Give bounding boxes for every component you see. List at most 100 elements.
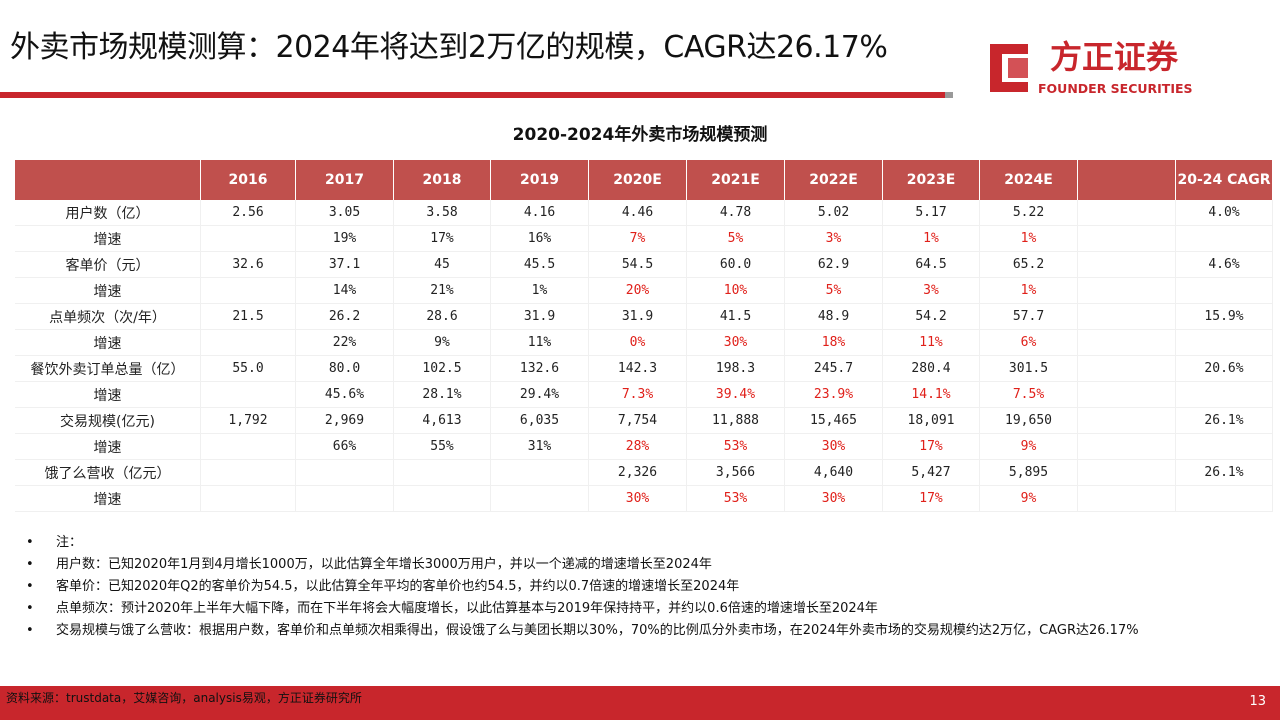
- cell: 54.2: [882, 303, 980, 330]
- cell: [1077, 200, 1176, 226]
- table-row: 交易规模(亿元) 1,792 2,969 4,613 6,035 7,754 11,888 1…: [15, 407, 1273, 434]
- cell: [1175, 433, 1273, 460]
- cell: [1077, 459, 1176, 486]
- cell: 4,640: [784, 459, 883, 486]
- logo-sub: FOUNDER SECURITIES: [1038, 81, 1193, 96]
- column-header: 2016: [200, 160, 296, 200]
- row-label: 客单价（元）: [15, 251, 201, 278]
- cell: 2,969: [295, 407, 394, 434]
- cell: 198.3: [686, 355, 785, 382]
- cell: [1077, 277, 1176, 304]
- cell: 21.5: [200, 303, 296, 330]
- cell: 5.02: [784, 200, 883, 226]
- column-header: 2023E: [882, 160, 980, 200]
- cell: [1175, 485, 1273, 512]
- note: 客单价：已知2020年Q2的客单价为54.5，以此估算全年平均的客单价也约54.…: [26, 576, 1256, 598]
- footer-bar: [0, 686, 1280, 720]
- cell: [1175, 329, 1273, 356]
- cell: [1077, 251, 1176, 278]
- page-number: 13: [1249, 694, 1266, 709]
- cell: 11,888: [686, 407, 785, 434]
- cell: 80.0: [295, 355, 394, 382]
- table-row: 增速 66% 55% 31% 28% 53% 30% 17% 9%: [15, 433, 1273, 460]
- cell: 15.9%: [1175, 303, 1273, 330]
- table-row: 点单频次（次/年） 21.5 26.2 28.6 31.9 31.9 41.5 48.9 54.…: [15, 303, 1273, 330]
- cell: [393, 485, 491, 512]
- cell: 3,566: [686, 459, 785, 486]
- table-row: 用户数（亿） 2.56 3.05 3.58 4.16 4.46 4.78 5.02 5.17 5.…: [15, 200, 1273, 226]
- cell: 3%: [882, 277, 980, 304]
- cell: [1175, 381, 1273, 408]
- cell: 45.5: [490, 251, 589, 278]
- cell: 26.1%: [1175, 407, 1273, 434]
- cell: 102.5: [393, 355, 491, 382]
- cell: 16%: [490, 225, 589, 252]
- column-header: 2022E: [784, 160, 883, 200]
- column-header: 2020E: [588, 160, 687, 200]
- cell: 19,650: [979, 407, 1078, 434]
- cell: 17%: [882, 485, 980, 512]
- cell: 57.7: [979, 303, 1078, 330]
- cell: 18,091: [882, 407, 980, 434]
- cell: 3.58: [393, 200, 491, 226]
- cell: [295, 459, 394, 486]
- cell: 20.6%: [1175, 355, 1273, 382]
- cell: 301.5: [979, 355, 1078, 382]
- cell: 9%: [393, 329, 491, 356]
- cell: [200, 433, 296, 460]
- row-label: 增速: [15, 277, 201, 304]
- logo: 方正证券 FOUNDER SECURITIES: [990, 38, 1193, 96]
- table-row: 增速 22% 9% 11% 0% 30% 18% 11% 6%: [15, 329, 1273, 356]
- table: 2016 2017 2018 2019 2020E 2021E 2022E 2023E 2024…: [15, 160, 1273, 512]
- cell: 132.6: [490, 355, 589, 382]
- cell: 39.4%: [686, 381, 785, 408]
- cell: [1077, 381, 1176, 408]
- column-header: 2019: [490, 160, 589, 200]
- title-rule-end: [945, 92, 953, 98]
- slide-title: 外卖市场规模测算：2024年将达到2万亿的规模，CAGR达26.17%: [10, 30, 888, 65]
- cell: 5%: [784, 277, 883, 304]
- cell: [393, 459, 491, 486]
- cell: [200, 277, 296, 304]
- cell: 142.3: [588, 355, 687, 382]
- cell: 1%: [979, 225, 1078, 252]
- column-header: 2024E: [979, 160, 1078, 200]
- cell: 20%: [588, 277, 687, 304]
- cell: [1077, 303, 1176, 330]
- cell: 9%: [979, 433, 1078, 460]
- cell: 55%: [393, 433, 491, 460]
- cell: 65.2: [979, 251, 1078, 278]
- cell: 53%: [686, 485, 785, 512]
- cell: 28.6: [393, 303, 491, 330]
- column-header: 20-24 CAGR: [1175, 160, 1273, 200]
- cell: 1,792: [200, 407, 296, 434]
- table-row: 饿了么营收（亿元） 2,326 3,566 4,640 5,427 5,895 26.1%: [15, 459, 1273, 486]
- cell: 21%: [393, 277, 491, 304]
- cell: 60.0: [686, 251, 785, 278]
- cell: [1077, 329, 1176, 356]
- cell: 41.5: [686, 303, 785, 330]
- cell: [200, 225, 296, 252]
- cell: [1077, 355, 1176, 382]
- table-row: 增速 14% 21% 1% 20% 10% 5% 3% 1%: [15, 277, 1273, 304]
- cell: 1%: [490, 277, 589, 304]
- cell: 1%: [882, 225, 980, 252]
- row-label: 增速: [15, 485, 201, 512]
- cell: 4.0%: [1175, 200, 1273, 226]
- cell: 280.4: [882, 355, 980, 382]
- cell: 18%: [784, 329, 883, 356]
- note: 点单频次：预计2020年上半年大幅下降，而在下半年将会大幅度增长，以此估算基本与…: [26, 598, 1256, 620]
- cell: 14.1%: [882, 381, 980, 408]
- cell: 54.5: [588, 251, 687, 278]
- cell: 14%: [295, 277, 394, 304]
- note: 注：: [26, 532, 1256, 554]
- cell: 2,326: [588, 459, 687, 486]
- cell: 5%: [686, 225, 785, 252]
- cell: 45: [393, 251, 491, 278]
- cell: 53%: [686, 433, 785, 460]
- row-label: 增速: [15, 329, 201, 356]
- cell: 1%: [979, 277, 1078, 304]
- cell: 7.5%: [979, 381, 1078, 408]
- cell: 5,895: [979, 459, 1078, 486]
